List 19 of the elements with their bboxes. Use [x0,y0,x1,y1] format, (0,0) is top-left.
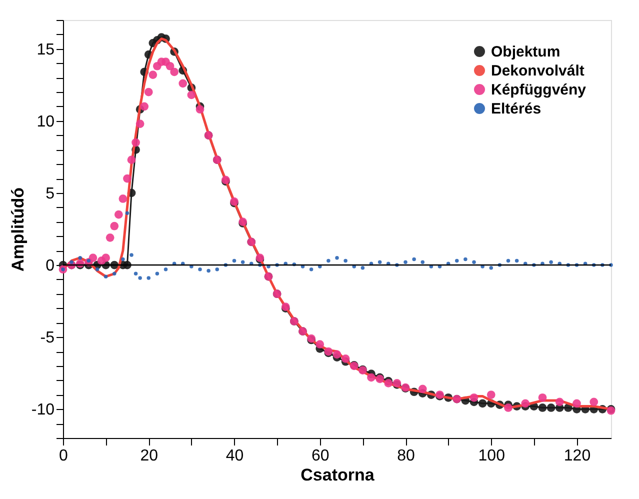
x-tick-label: 120 [564,448,591,464]
y-tick-label: 0 [46,258,55,275]
x-tick-label: 40 [226,448,244,464]
x-tick-label: 60 [311,448,330,464]
legend-label: Dekonvolvált [491,62,584,80]
x-tick-label: 100 [478,448,506,464]
y-tick-label: 10 [36,113,55,130]
y-tick-label: -10 [31,402,55,419]
x-axis-title: Csatorna [300,466,375,484]
x-tick-label: 0 [59,448,68,464]
y-axis-title: Amplitúdó [8,187,28,272]
y-tick-label: 5 [46,185,55,202]
legend-label: Objektum [491,44,560,60]
x-tick-label: 20 [140,448,158,464]
legend-label: Eltérés [491,100,542,118]
y-tick-label: 15 [36,41,55,58]
x-tick-label: 80 [397,448,415,464]
y-tick-label: -5 [40,330,55,347]
legend-label: Képfüggvény [491,82,587,98]
